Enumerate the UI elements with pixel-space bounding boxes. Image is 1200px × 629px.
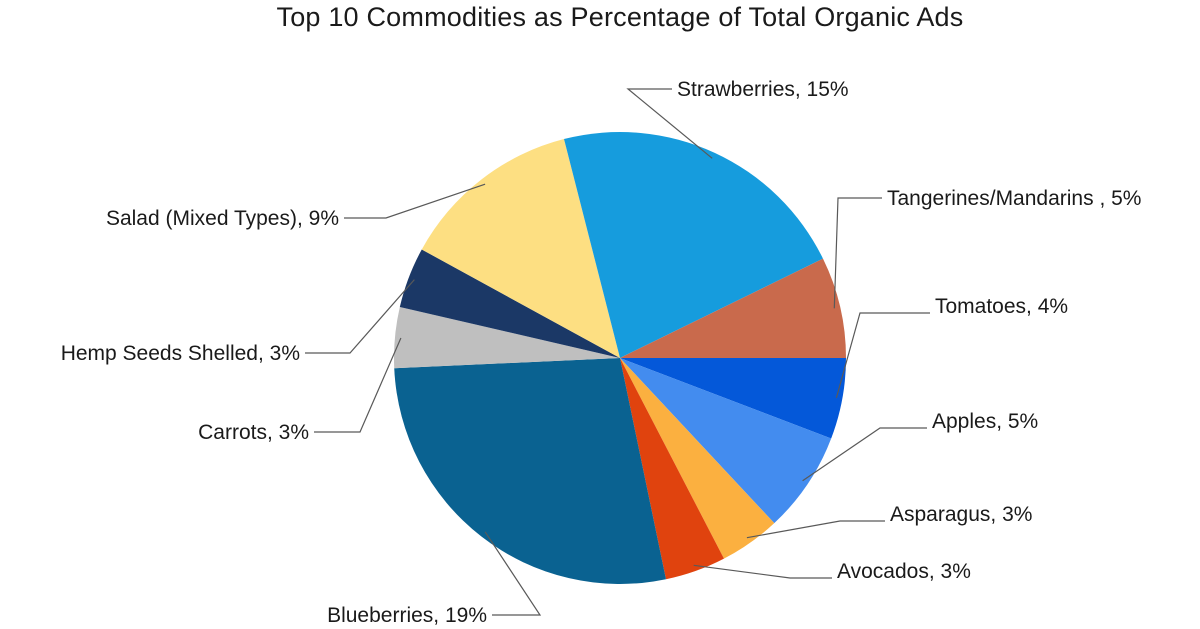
slice-label-carrots: Carrots, 3% [198,421,309,444]
slice-label-asparagus: Asparagus, 3% [890,503,1032,526]
slice-label-avocados: Avocados, 3% [837,560,971,583]
pie-slice-salad-mixed-types [421,139,620,358]
slice-label-hemp-seeds-shelled: Hemp Seeds Shelled, 3% [61,342,300,365]
pie-slice-carrots [393,306,620,369]
pie-slice-hemp-seeds-shelled [399,249,620,358]
slice-label-apples: Apples, 5% [932,410,1038,433]
leader-line-salad-mixed-types [344,183,486,219]
pie-slice-asparagus [620,358,775,559]
slice-label-blueberries: Blueberries, 19% [327,604,487,627]
slice-label-strawberries: Strawberries, 15% [677,78,849,101]
leader-line-hemp-seeds-shelled [305,279,415,354]
slice-label-salad-mixed-types: Salad (Mixed Types), 9% [106,207,339,230]
slice-label-tomatoes: Tomatoes, 4% [935,295,1068,318]
pie-slice-avocados [620,358,724,580]
leader-line-carrots [314,337,402,433]
leader-line-tangerines-mandarins [833,197,882,309]
leader-line-strawberries [626,88,713,159]
leader-line-avocados [693,564,832,579]
pie-slice-tomatoes [620,358,846,439]
pie-slice-blueberries [394,358,666,584]
leader-line-asparagus [746,520,885,539]
pie-slice-strawberries [564,132,823,358]
chart-title: Top 10 Commodities as Percentage of Tota… [276,2,964,32]
leader-line-tomatoes [835,312,930,398]
leader-lines [305,88,930,616]
pie-slice-apples [620,358,832,524]
pie-slices [393,132,847,584]
slice-label-tangerines-mandarins: Tangerines/Mandarins , 5% [887,187,1141,210]
leader-line-blueberries [484,531,542,616]
slice-labels: Tomatoes, 4% Apples, 5% Asparagus, 3% Avoca… [61,78,1142,627]
leader-line-apples [802,427,927,482]
pie-slice-tangerines-mandarins [620,258,847,358]
